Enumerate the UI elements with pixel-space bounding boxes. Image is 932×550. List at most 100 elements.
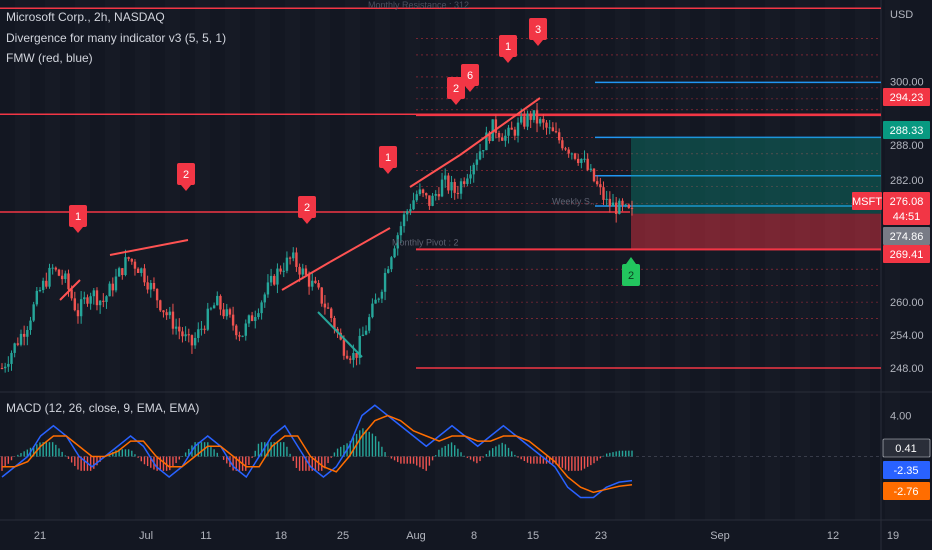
candle-body (7, 363, 10, 367)
divergence-line (459, 97, 541, 156)
bg-stripe (330, 0, 345, 520)
candle-body (485, 132, 488, 151)
candle-body (542, 118, 545, 123)
bg-stripe (840, 0, 855, 520)
faint-monthly-resistance: Monthly Resistance : 312 (368, 0, 470, 10)
candle-body (155, 288, 159, 301)
bg-stripe (300, 0, 315, 520)
candle-body (510, 127, 513, 130)
bg-stripe (720, 0, 735, 520)
signal-line (2, 414, 633, 494)
marker-box (461, 64, 479, 86)
price-tag-text: 294.23 (890, 92, 924, 104)
time-tick: 12 (827, 530, 839, 542)
candle-body (459, 181, 463, 194)
divergence-marker: 3 (529, 18, 547, 46)
candle-body (206, 308, 209, 330)
price-tag-bg (883, 245, 930, 263)
symbol-title[interactable]: Microsoft Corp., 2h, NASDAQ (6, 10, 165, 24)
candle-body (383, 272, 387, 292)
macd-label[interactable]: MACD (12, 26, close, 9, EMA, EMA) (6, 401, 200, 415)
candle-body (83, 297, 86, 300)
marker-pointer (302, 218, 312, 224)
bg-stripe (375, 0, 390, 520)
candle-body (231, 314, 235, 326)
bg-stripe (45, 0, 60, 520)
marker-label: 6 (467, 70, 473, 82)
bg-stripe (690, 0, 705, 520)
marker-label: 2 (183, 169, 189, 181)
bg-stripe (30, 0, 45, 520)
marker-pointer (465, 86, 475, 92)
candle-body (402, 214, 406, 227)
candle-body (178, 326, 181, 332)
candle-body (181, 331, 184, 337)
divergence-line (109, 239, 189, 256)
marker-label: 1 (385, 152, 391, 164)
candle-body (48, 267, 51, 287)
bg-stripe (0, 0, 15, 520)
candle-body (586, 158, 589, 170)
candle-body (434, 194, 437, 196)
candle-body (507, 127, 510, 136)
candle-body (355, 353, 358, 358)
candle-body (526, 113, 529, 127)
bg-stripe (270, 0, 285, 520)
macd-value-text: -2.35 (893, 465, 918, 477)
candle-body (330, 308, 333, 319)
candle-body (89, 296, 92, 304)
candle-body (159, 300, 162, 311)
bg-stripe (135, 0, 150, 520)
candle-body (390, 257, 393, 270)
marker-box (529, 18, 547, 40)
candle-body (117, 268, 121, 277)
candle-body (472, 164, 475, 175)
price-tag-text: 274.86 (890, 231, 924, 243)
candle-body (285, 257, 289, 271)
candle-body (320, 287, 323, 304)
price-tag-text: 269.41 (890, 249, 924, 261)
bg-stripe (90, 0, 105, 520)
indicator-divergence-label[interactable]: Divergence for many indicator v3 (5, 5, … (6, 31, 227, 45)
candle-body (124, 257, 127, 275)
candle-body (504, 135, 507, 141)
candle-body (269, 275, 273, 283)
price-tag-bg (852, 192, 882, 210)
candle-body (105, 296, 108, 302)
bg-stripe (630, 0, 645, 520)
price-tag-text: 44:51 (893, 211, 921, 223)
marker-pointer (181, 185, 191, 191)
candle-body (440, 179, 444, 197)
faint-monthly-pivot-label: Monthly Pivot : 2 (392, 238, 459, 248)
buy-marker: 2 (622, 257, 640, 286)
candle-body (184, 334, 187, 337)
candle-body (292, 252, 295, 259)
candle-body (41, 280, 45, 291)
candle-body (326, 307, 330, 309)
candle-body (371, 303, 374, 318)
candle-body (67, 273, 70, 290)
candle-body (22, 333, 26, 337)
candle-body (621, 200, 624, 206)
candle-body (425, 193, 428, 196)
candle-body (557, 132, 561, 141)
candle-body (32, 304, 35, 321)
candle-body (450, 182, 453, 191)
candle-body (535, 110, 539, 124)
candle-body (519, 116, 523, 123)
indicator-fmw-label[interactable]: FMW (red, blue) (6, 51, 93, 65)
time-tick: 25 (337, 530, 349, 542)
take-profit-zone (631, 137, 881, 214)
bg-stripe (210, 0, 225, 520)
price-tag-text: 288.33 (890, 125, 924, 137)
candle-body (567, 149, 570, 154)
candle-body (212, 305, 216, 309)
candle-body (19, 333, 23, 345)
candle-body (250, 315, 254, 321)
candle-body (630, 207, 634, 209)
candle-body (136, 268, 140, 273)
candle-body (602, 187, 605, 200)
time-tick: 15 (527, 530, 539, 542)
